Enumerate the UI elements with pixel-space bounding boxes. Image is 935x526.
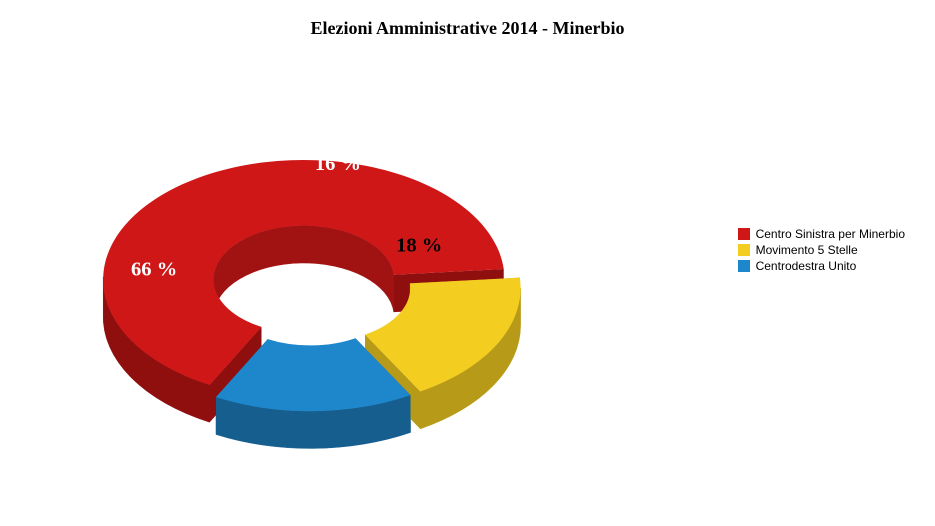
legend-item: Movimento 5 Stelle <box>738 243 905 257</box>
legend-label: Centrodestra Unito <box>756 259 857 273</box>
legend-label: Centro Sinistra per Minerbio <box>756 227 905 241</box>
legend-label: Movimento 5 Stelle <box>756 243 858 257</box>
legend-swatch <box>738 228 750 240</box>
legend-item: Centro Sinistra per Minerbio <box>738 227 905 241</box>
donut-chart: 66 % 18 % 16 % <box>30 60 590 510</box>
legend: Centro Sinistra per Minerbio Movimento 5 … <box>738 225 905 275</box>
legend-swatch <box>738 260 750 272</box>
slice-label: 16 % <box>315 153 361 175</box>
legend-swatch <box>738 244 750 256</box>
chart-title: Elezioni Amministrative 2014 - Minerbio <box>0 18 935 39</box>
slice-label: 66 % <box>131 259 177 281</box>
slice-label: 18 % <box>396 234 442 256</box>
legend-item: Centrodestra Unito <box>738 259 905 273</box>
